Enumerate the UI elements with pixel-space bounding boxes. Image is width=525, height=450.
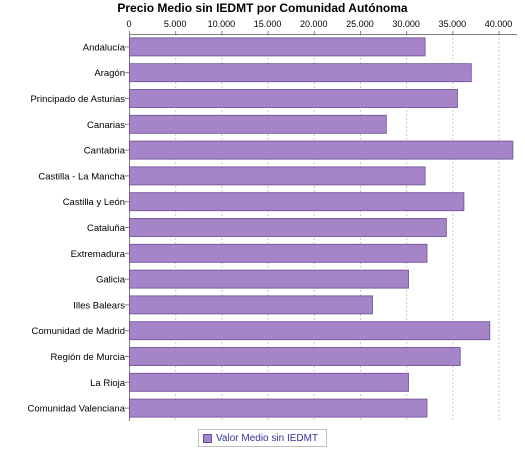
category-label: Aragón [94, 68, 125, 79]
category-label: Cantabria [84, 146, 126, 157]
legend-label: Valor Medio sin IEDMT [216, 432, 319, 444]
category-label: Comunidad de Madrid [32, 326, 125, 337]
bar [129, 218, 447, 237]
bar [129, 89, 458, 108]
bar [129, 295, 373, 315]
bar [129, 321, 491, 341]
bar [129, 269, 409, 289]
category-label: La Rioja [90, 378, 126, 389]
category-label: Castilla - La Mancha [38, 171, 125, 182]
x-tick-label: 40.000 [485, 19, 513, 29]
x-tick-label: 25.000 [346, 19, 374, 29]
category-label: Comunidad Valenciana [27, 404, 125, 415]
bar [129, 114, 387, 134]
chart-title: Precio Medio sin IEDMT por Comunidad Aut… [117, 1, 408, 15]
legend: Valor Medio sin IEDMT [198, 429, 327, 447]
bar [129, 140, 514, 160]
category-label: Extremadura [71, 249, 126, 260]
x-tick-label: 30.000 [392, 19, 420, 29]
x-tick-label: 10.000 [208, 19, 236, 29]
category-label: Galicia [96, 275, 126, 286]
bar [129, 398, 428, 418]
category-label: Andalucía [83, 42, 126, 53]
category-label: Canarias [87, 120, 125, 131]
bar [129, 166, 426, 186]
x-tick-label: 20.000 [300, 19, 328, 29]
category-label: Principado de Asturias [30, 94, 125, 105]
x-tick-label: 35.000 [439, 19, 467, 29]
bar [129, 243, 428, 263]
legend-swatch [203, 433, 212, 443]
bar [129, 372, 409, 392]
bar [129, 37, 426, 57]
bar [129, 192, 465, 212]
category-label: Cataluña [87, 223, 126, 234]
x-tick-label: 5.000 [164, 19, 187, 29]
x-tick-label: 15.000 [254, 19, 282, 29]
bar [129, 63, 472, 83]
bar [129, 347, 461, 366]
x-tick-label: 0 [126, 19, 131, 29]
category-label: Región de Murcia [51, 352, 126, 363]
category-label: Castilla y León [63, 197, 125, 208]
category-label: Illes Balears [73, 300, 125, 311]
